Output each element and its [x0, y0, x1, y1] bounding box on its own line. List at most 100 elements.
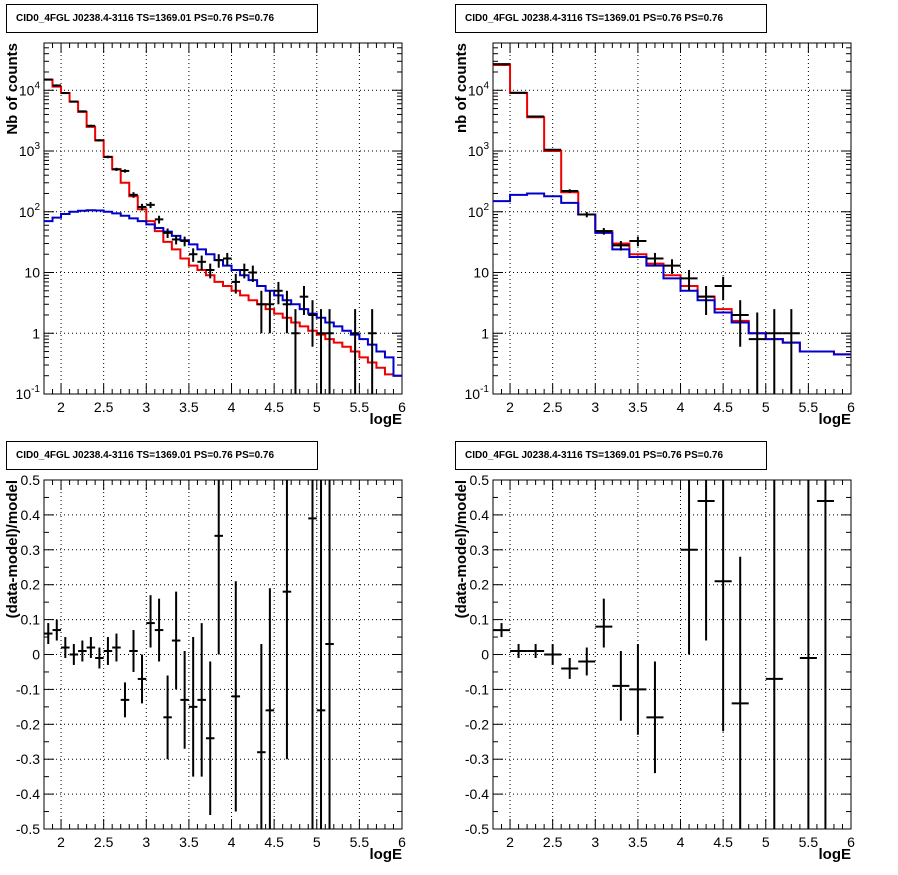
data-point: [646, 252, 664, 266]
y-tick-label: -0.4: [465, 786, 489, 802]
x-tick-label: 4.5: [713, 399, 733, 415]
plot-frame: [492, 42, 852, 395]
x-tick-label: 4.5: [264, 834, 284, 850]
y-tick-label: 102: [19, 202, 41, 220]
y-tick-label: 0.5: [21, 472, 41, 488]
data-point: [137, 654, 147, 704]
x-tick-label: 2: [506, 834, 514, 850]
chart-top-right: 2 2.5 3 3.5 4 4.5 5 5.5 6 10-1 1 10 102 103 104 logE nb …: [453, 42, 855, 428]
data-point: [799, 480, 817, 829]
x-tick-label: 2.5: [94, 399, 114, 415]
y-axis-title: Nb of counts: [4, 43, 21, 135]
data-point: [782, 309, 800, 394]
y-tick-label: -0.3: [465, 751, 489, 767]
data-point: [231, 273, 241, 294]
data-point: [325, 309, 334, 394]
data-point: [112, 167, 121, 171]
data-point: [578, 647, 596, 676]
x-tick-label: 3.5: [628, 834, 648, 850]
y-tick-label: 0.2: [470, 577, 490, 593]
x-tick-label: 2: [506, 399, 514, 415]
x-tick-label: 5: [313, 399, 321, 415]
y-tick-label: 10: [24, 265, 40, 281]
x-tick-label: 6: [847, 834, 855, 850]
y-tick-label: -0.2: [16, 716, 40, 732]
x-tick-label: 5: [313, 834, 321, 850]
data-point: [697, 480, 715, 641]
data-point: [595, 228, 613, 235]
data-point: [265, 588, 275, 829]
data-point: [112, 633, 121, 662]
y-tick-label: 0.5: [470, 472, 490, 488]
data-point: [171, 235, 181, 245]
data-point: [52, 619, 62, 641]
data-point: [308, 300, 317, 347]
data-point: [308, 480, 317, 829]
data-point: [95, 139, 104, 142]
x-axis-title: logE: [370, 411, 403, 428]
data-point: [154, 598, 164, 662]
title-top-right: CID0_4FGL J0238.4-3116 TS=1369.01 PS=0.7…: [455, 4, 767, 33]
y-ticks-bottom-left: [44, 479, 402, 830]
y-tick-label: 1: [32, 325, 40, 341]
x-tick-label: 5.5: [799, 399, 819, 415]
data-point: [680, 480, 698, 655]
y-tick-label: 104: [19, 80, 41, 98]
y-tick-label: 0.4: [470, 507, 490, 523]
data-point: [95, 647, 104, 669]
x-tick-label: 5.5: [350, 399, 370, 415]
y-tick-label: 0: [32, 647, 40, 663]
grid-top-right: [493, 43, 851, 394]
y-tick-label: -0.1: [465, 681, 489, 697]
y-axis-title: (data-model)/model: [4, 480, 21, 618]
data-point: [493, 63, 511, 66]
y-tick-label: 10: [473, 265, 489, 281]
data-point: [129, 630, 138, 672]
y-tick-label: 104: [468, 80, 490, 98]
data-point: [731, 300, 749, 347]
data-point: [223, 252, 232, 266]
x-tick-label: 4.5: [713, 834, 733, 850]
x-tick-label: 5.5: [799, 834, 819, 850]
y-axis-title: nb of counts: [453, 43, 470, 133]
x-tick-label: 6: [847, 399, 855, 415]
data-points-bottom-left: [44, 480, 334, 829]
y-tick-label: 0.3: [21, 542, 41, 558]
y-tick-label: 10-1: [16, 384, 41, 402]
data-point: [163, 228, 172, 238]
data-point: [163, 675, 172, 760]
y-tick-label: -0.2: [465, 716, 489, 732]
data-point: [527, 115, 545, 118]
data-point: [527, 644, 545, 658]
data-point: [61, 637, 70, 658]
y-ticks-top-right: [493, 42, 851, 395]
x-axis-title: logE: [819, 411, 852, 428]
data-point: [86, 637, 96, 658]
y-axis-title: (data-model)/model: [453, 480, 470, 618]
data-point: [544, 644, 562, 665]
data-point: [171, 591, 181, 690]
y-tick-label: 103: [19, 141, 41, 159]
data-point: [257, 290, 266, 334]
data-point: [129, 192, 138, 198]
data-point: [240, 263, 249, 279]
title-bottom-left: CID0_4FGL J0238.4-3116 TS=1369.01 PS=0.7…: [6, 441, 318, 470]
data-point: [146, 201, 155, 209]
data-point: [299, 285, 309, 315]
data-point: [316, 480, 326, 829]
y-tick-label: -0.4: [16, 786, 40, 802]
data-point: [188, 248, 198, 262]
x-tick-label: 4: [677, 834, 685, 850]
data-point: [561, 189, 579, 193]
data-point: [282, 290, 292, 334]
y-tick-label: -0.3: [16, 751, 40, 767]
data-point: [69, 644, 79, 665]
x-axis-title: logE: [370, 846, 403, 863]
data-point: [816, 480, 834, 829]
data-point: [44, 78, 53, 81]
data-point: [180, 236, 189, 247]
x-tick-label: 5.5: [350, 834, 370, 850]
plot-frame: [43, 42, 403, 395]
x-tick-label: 4: [228, 834, 236, 850]
x-tick-label: 2: [57, 399, 65, 415]
